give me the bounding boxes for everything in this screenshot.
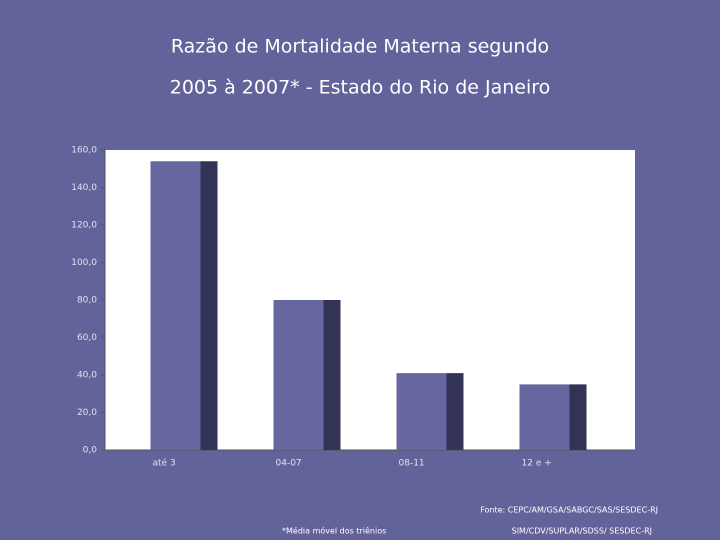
chart-title: Razão de Mortalidade Materna segundo bbox=[171, 36, 549, 58]
chart-subtitle: 2005 à 2007* - Estado do Rio de Janeiro bbox=[170, 77, 551, 99]
y-tick-label: 120,0 bbox=[71, 221, 97, 231]
bar bbox=[150, 161, 201, 450]
x-tick-label: 08-11 bbox=[399, 459, 425, 469]
bar-side bbox=[200, 161, 218, 450]
y-tick-label: 80,0 bbox=[77, 296, 97, 306]
y-tick-label: 60,0 bbox=[77, 333, 97, 343]
bar-side bbox=[446, 373, 464, 450]
x-tick-label: 12 e + bbox=[522, 459, 552, 469]
bar-side bbox=[323, 300, 341, 450]
y-tick-label: 0,0 bbox=[83, 446, 98, 456]
y-tick-label: 40,0 bbox=[77, 371, 97, 381]
bar-side bbox=[569, 384, 587, 450]
y-tick-label: 20,0 bbox=[77, 408, 97, 418]
y-tick-label: 100,0 bbox=[71, 258, 97, 268]
bar bbox=[396, 373, 447, 450]
bar bbox=[519, 384, 570, 450]
source-note: SIM/CDV/SUPLAR/SDSS/ SESDEC-RJ bbox=[512, 527, 652, 536]
y-tick-label: 160,0 bbox=[71, 146, 97, 156]
y-tick-label: 140,0 bbox=[71, 183, 97, 193]
x-tick-label: até 3 bbox=[153, 458, 176, 469]
source-note: Fonte: CEPC/AM/GSA/SABGC/SAS/SESDEC-RJ bbox=[480, 506, 658, 515]
footnote: *Média móvel dos triênios bbox=[282, 526, 386, 536]
x-tick-label: 04-07 bbox=[276, 459, 302, 469]
bar bbox=[273, 300, 324, 450]
